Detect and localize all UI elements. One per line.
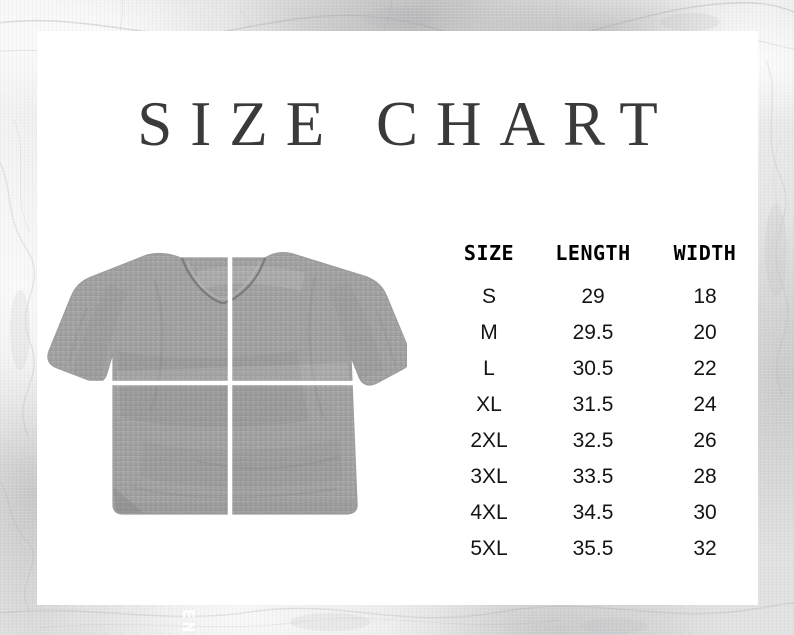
cell-width: 22 bbox=[693, 357, 717, 380]
cell-length: 30.5 bbox=[572, 357, 614, 380]
table-row: S 29 18 bbox=[446, 285, 756, 321]
cell-width: 18 bbox=[693, 285, 717, 308]
cell-width: 24 bbox=[693, 393, 717, 416]
tshirt-collar-highlight bbox=[186, 260, 261, 301]
table-row: M 29.5 20 bbox=[446, 321, 756, 357]
cell-width: 20 bbox=[693, 321, 717, 344]
tshirt-outline bbox=[47, 252, 407, 515]
cell-width: 28 bbox=[693, 465, 717, 488]
cell-length: 35.5 bbox=[572, 537, 614, 560]
cell-size: 2XL bbox=[470, 429, 508, 452]
tshirt-collar bbox=[180, 257, 267, 305]
cell-length: 31.5 bbox=[572, 393, 614, 416]
table-row: 4XL 34.5 30 bbox=[446, 501, 756, 537]
tshirt-illustration: WIDTH LENGTH bbox=[47, 211, 407, 635]
table-row: 2XL 32.5 26 bbox=[446, 429, 756, 465]
cell-size: XL bbox=[476, 393, 502, 416]
cell-size: S bbox=[481, 285, 496, 308]
table-row: XL 31.5 24 bbox=[446, 393, 756, 429]
table-body: S 29 18 M 29.5 20 L 30.5 22 XL 31.5 bbox=[446, 285, 756, 573]
cell-width: 26 bbox=[693, 429, 717, 452]
size-table: SIZE LENGTH WIDTH S 29 18 M 29.5 20 L bbox=[446, 241, 756, 573]
table-row: L 30.5 22 bbox=[446, 357, 756, 393]
column-header-length: LENGTH bbox=[555, 241, 631, 265]
table-row: 5XL 35.5 32 bbox=[446, 537, 756, 573]
cell-width: 30 bbox=[693, 501, 717, 524]
cell-size: L bbox=[483, 357, 495, 380]
column-header-width: WIDTH bbox=[673, 241, 737, 265]
cell-length: 32.5 bbox=[572, 429, 614, 452]
cell-length: 34.5 bbox=[572, 501, 614, 524]
cell-size: M bbox=[480, 321, 498, 344]
length-label: LENGTH bbox=[179, 596, 198, 635]
cell-size: 5XL bbox=[470, 537, 508, 560]
cell-width: 32 bbox=[693, 537, 717, 560]
table-header-row: SIZE LENGTH WIDTH bbox=[446, 241, 756, 285]
cell-length: 29 bbox=[581, 285, 605, 308]
chart-card: SIZE CHART bbox=[37, 31, 758, 635]
column-header-size: SIZE bbox=[463, 241, 515, 265]
cell-size: 3XL bbox=[470, 465, 508, 488]
cell-length: 29.5 bbox=[572, 321, 614, 344]
table-row: 3XL 33.5 28 bbox=[446, 465, 756, 501]
table-header: SIZE LENGTH WIDTH bbox=[446, 241, 756, 285]
tshirt-icon bbox=[47, 251, 407, 531]
page-title: SIZE CHART bbox=[137, 89, 676, 159]
cell-length: 33.5 bbox=[572, 465, 614, 488]
cell-size: 4XL bbox=[470, 501, 508, 524]
width-label: WIDTH bbox=[266, 530, 332, 549]
